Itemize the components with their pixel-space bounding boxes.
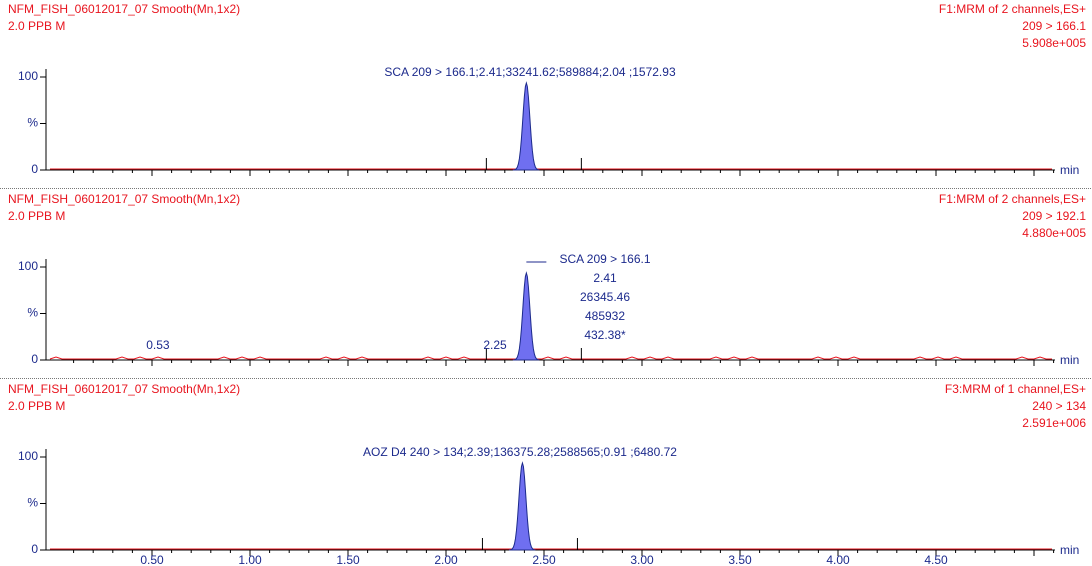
peak [512, 271, 540, 361]
peak-annotation: SCA 209 > 166.1 [559, 252, 650, 266]
channel-info: 209 > 192.1 [1022, 209, 1086, 223]
channel-info: F1:MRM of 2 channels,ES+ [939, 192, 1086, 206]
x-label: 2.00 [434, 553, 458, 566]
x-label: 1.00 [238, 553, 262, 566]
y-label: 0 [31, 542, 38, 556]
y-label: % [27, 116, 38, 130]
peak-annotation: 432.38* [584, 328, 626, 342]
channel-info: 5.908e+005 [1022, 36, 1086, 50]
channel-info: 240 > 134 [1032, 399, 1086, 413]
x-label: 4.00 [826, 553, 850, 566]
channel-info: F1:MRM of 2 channels,ES+ [939, 2, 1086, 16]
y-label: % [27, 496, 38, 510]
y-label: 0 [31, 352, 38, 366]
chromatogram-panel: NFM_FISH_06012017_07 Smooth(Mn,1x2) 2.0 P… [8, 382, 1086, 557]
y-label: % [27, 306, 38, 320]
peak-annotation: SCA 209 > 166.1;2.41;33241.62;589884;2.0… [384, 65, 676, 79]
y-label: 100 [18, 449, 38, 463]
unit-label: min [1060, 353, 1079, 367]
x-label: 1.50 [336, 553, 360, 566]
x-label: 3.00 [630, 553, 654, 566]
panel-subtitle: 2.0 PPB M [8, 19, 65, 33]
unit-label: min [1060, 543, 1079, 557]
peak-annotation: 2.41 [593, 271, 617, 285]
x-label: 4.50 [924, 553, 948, 566]
channel-info: 209 > 166.1 [1022, 19, 1086, 33]
unit-label: min [1060, 163, 1079, 177]
channel-info: 4.880e+005 [1022, 226, 1086, 240]
peak-annotation: AOZ D4 240 > 134;2.39;136375.28;2588565;… [363, 445, 677, 459]
peak-annotation: 26345.46 [580, 290, 630, 304]
panel-subtitle: 2.0 PPB M [8, 209, 65, 223]
panel-title: NFM_FISH_06012017_07 Smooth(Mn,1x2) [8, 382, 240, 396]
chromatogram-panel: NFM_FISH_06012017_07 Smooth(Mn,1x2) 2.0 P… [8, 192, 1086, 367]
y-label: 100 [18, 69, 38, 83]
channel-info: 2.591e+006 [1022, 416, 1086, 430]
trace [49, 356, 1052, 360]
y-label: 0 [31, 162, 38, 176]
panel-subtitle: 2.0 PPB M [8, 399, 65, 413]
channel-info: F3:MRM of 1 channel,ES+ [945, 382, 1086, 396]
peak-label: 0.53 [146, 338, 170, 352]
peak-label: 2.25 [483, 338, 507, 352]
peak [508, 461, 536, 551]
x-label: 3.50 [728, 553, 752, 566]
peak-annotation: 485932 [585, 309, 625, 323]
x-label: 2.50 [532, 553, 556, 566]
panel-title: NFM_FISH_06012017_07 Smooth(Mn,1x2) [8, 2, 240, 16]
peak [512, 81, 540, 171]
y-label: 100 [18, 259, 38, 273]
x-label: 0.50 [140, 553, 164, 566]
chromatogram-panel: NFM_FISH_06012017_07 Smooth(Mn,1x2) 2.0 P… [8, 2, 1086, 177]
panel-title: NFM_FISH_06012017_07 Smooth(Mn,1x2) [8, 192, 240, 206]
